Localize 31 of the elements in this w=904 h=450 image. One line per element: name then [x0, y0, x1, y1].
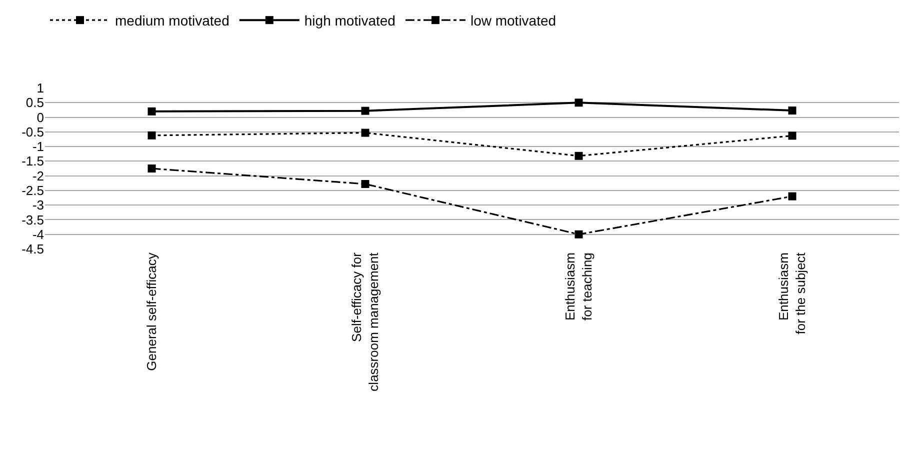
point [361, 128, 370, 137]
point [361, 106, 370, 115]
x-tick-label: Enthusiasm for the subject [776, 252, 808, 334]
y-tick-label: -3.5 [22, 212, 44, 228]
point [574, 152, 583, 160]
legend-label: low motivated [470, 12, 556, 29]
point [788, 132, 796, 140]
point [148, 131, 156, 140]
point [148, 107, 156, 116]
x-tick-label: General self-efficacy [144, 252, 159, 371]
legend-label: medium motivated [115, 12, 230, 29]
y-tick-label: -3 [32, 198, 44, 213]
y-tick-label: 0 [36, 110, 44, 125]
y-tick-label: -4.5 [22, 242, 44, 257]
point [788, 106, 796, 115]
y-tick-label: -0.5 [22, 124, 44, 140]
legend-label: high motivated [304, 12, 396, 29]
y-tick-label: -4 [32, 226, 44, 242]
y-tick-label: -1 [32, 139, 44, 154]
x-tick-label: Enthusiasm for teaching [562, 252, 594, 321]
point [361, 180, 370, 188]
y-tick-label: -2.5 [22, 183, 44, 198]
y-tick-label: -1.5 [22, 154, 44, 169]
point [148, 164, 156, 172]
y-tick-label: 1 [36, 80, 44, 96]
y-tick-label: 0.5 [26, 95, 44, 110]
point [788, 192, 796, 200]
point [574, 230, 583, 238]
y-tick-label: -2 [32, 168, 44, 184]
x-tick-label: Self-efficacy for classroom management [349, 252, 381, 392]
point [574, 98, 583, 107]
